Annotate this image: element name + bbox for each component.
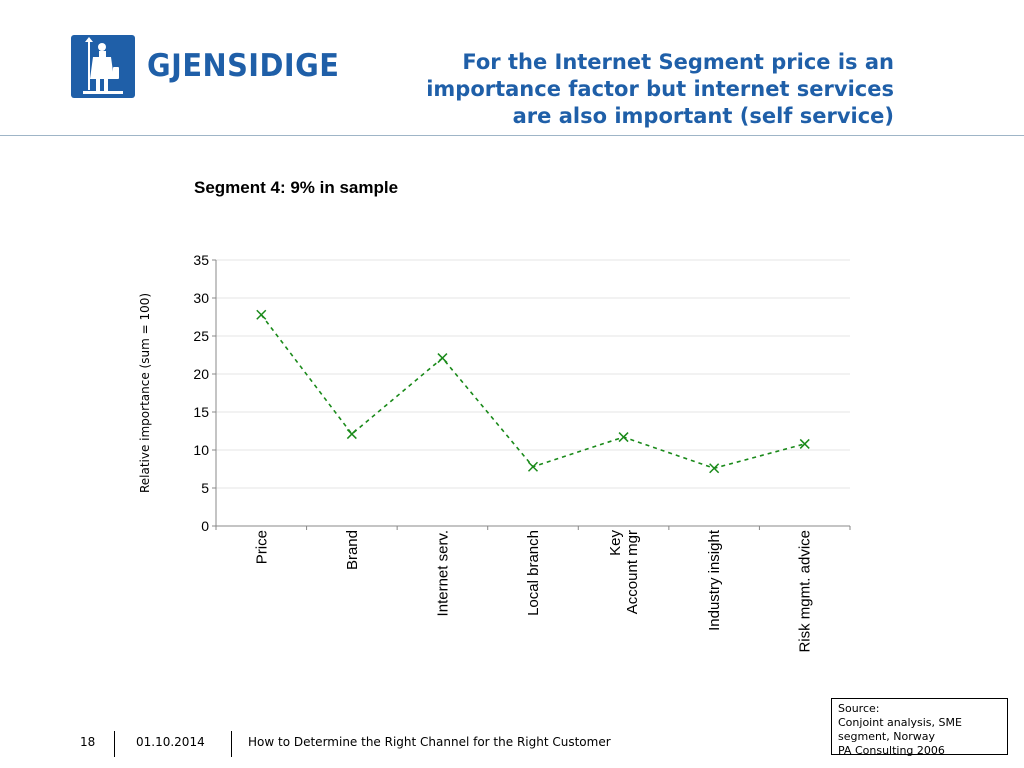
- data-point-marker: [618, 432, 629, 443]
- footer-date: 01.10.2014: [136, 735, 205, 749]
- logo-wordmark: GJENSIDIGE: [147, 48, 340, 84]
- title-line: For the Internet Segment price is an: [462, 50, 894, 74]
- y-tick-label: 35: [193, 252, 209, 268]
- footer-separator: [114, 731, 115, 757]
- x-category-label: Brand: [344, 530, 361, 570]
- source-line: Source:: [838, 702, 880, 715]
- y-axis-label: Relative importance (sum = 100): [138, 293, 152, 493]
- data-point-marker: [346, 429, 357, 440]
- chart-subtitle: Segment 4: 9% in sample: [194, 178, 399, 197]
- data-point-marker: [527, 461, 539, 472]
- data-point-marker: [256, 309, 267, 320]
- footer-page-number: 18: [80, 735, 96, 749]
- footer-text: How to Determine the Right Channel for t…: [248, 735, 611, 749]
- y-tick-label: 0: [201, 518, 209, 534]
- importance-line-chart: 0 5 10 15 20 25 30 35 Relative importance (sum =…: [138, 252, 851, 653]
- y-tick-label: 5: [201, 480, 209, 496]
- footer-separator: [231, 731, 232, 757]
- source-line: segment, Norway: [838, 730, 935, 743]
- source-line: Conjoint analysis, SME: [838, 716, 962, 729]
- header-divider: [0, 135, 1024, 136]
- x-category-label: Local branch: [525, 530, 542, 616]
- data-point-marker: [437, 353, 448, 364]
- y-tick-label: 30: [193, 290, 209, 306]
- x-category-label: Internet serv.: [434, 530, 451, 616]
- data-point-marker: [799, 438, 810, 449]
- knight-figure-icon: [83, 37, 123, 94]
- slide-title: For the Internet Segment price is an imp…: [334, 49, 894, 130]
- y-tick-label: 20: [193, 366, 209, 382]
- data-point-marker: [709, 463, 720, 474]
- gjensidige-logo-emblem: [71, 35, 135, 98]
- y-tick-label: 15: [193, 404, 209, 420]
- x-category-label: Risk mgmt. advice: [797, 530, 814, 653]
- x-category-label: Account mgr: [624, 530, 641, 614]
- y-tick-label: 10: [193, 442, 209, 458]
- x-category-label: Price: [253, 530, 270, 564]
- y-tick-label: 25: [193, 328, 209, 344]
- source-box: Source: Conjoint analysis, SME segment, …: [831, 698, 1008, 757]
- source-line: PA Consulting 2006: [838, 744, 945, 757]
- title-line: importance factor but internet services: [426, 77, 894, 101]
- series-line: [260, 314, 805, 470]
- x-category-label: Key: [607, 530, 624, 556]
- title-line: are also important (self service): [512, 104, 894, 128]
- x-category-label: Industry insight: [706, 529, 723, 631]
